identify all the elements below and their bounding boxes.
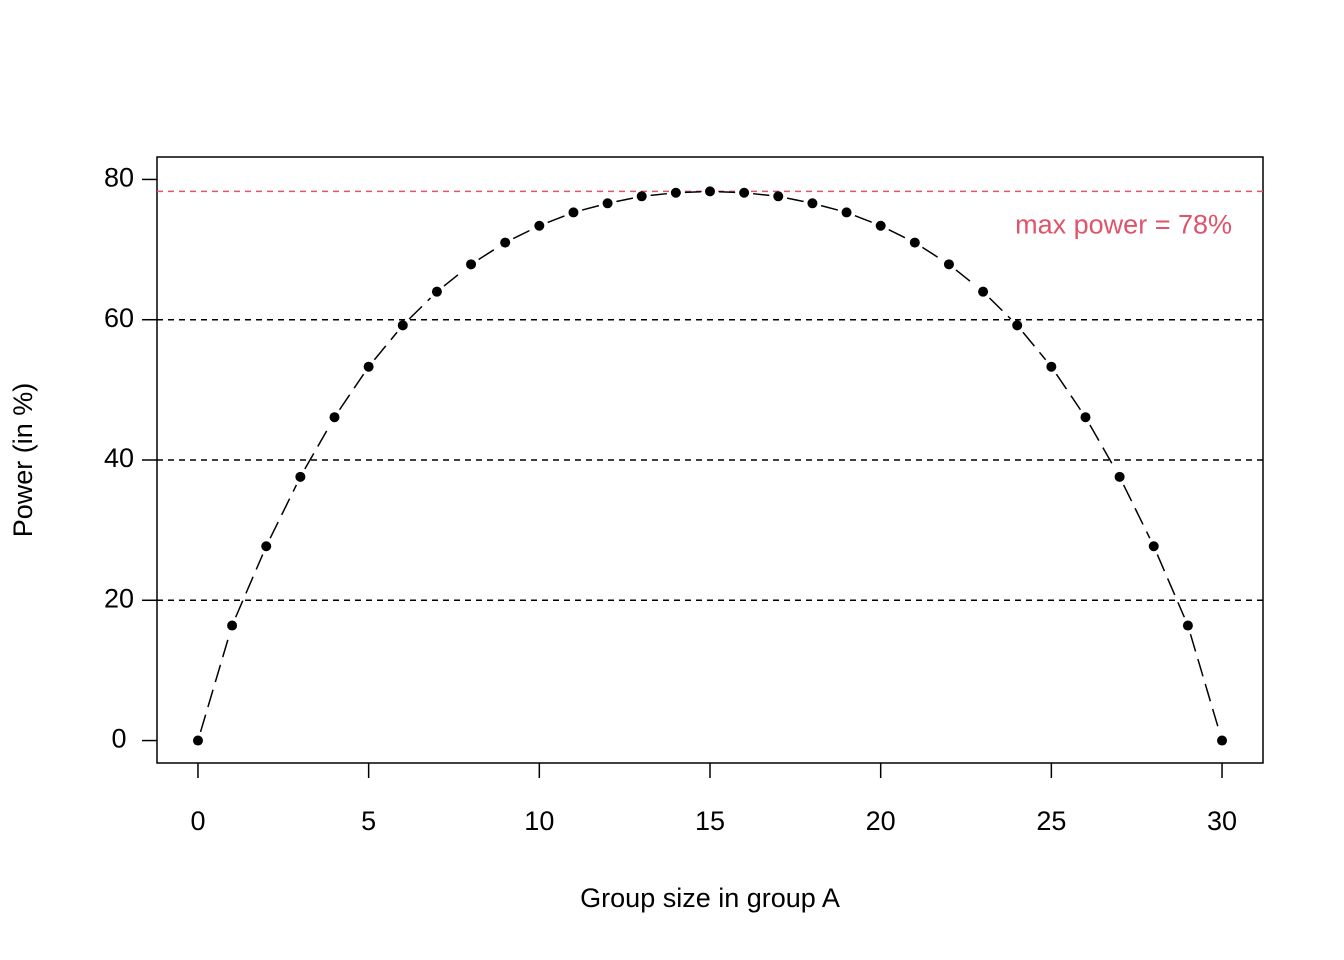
x-tick-label: 5 (361, 806, 376, 836)
line-segment (616, 197, 634, 203)
point (705, 186, 715, 197)
point (773, 191, 784, 202)
point (466, 259, 477, 270)
y-tick-label: 20 (104, 583, 134, 613)
line-segment (1189, 633, 1221, 733)
point (261, 541, 272, 552)
line-segment (199, 633, 231, 733)
line-segment (512, 229, 532, 240)
x-axis-title: Group size in group A (580, 883, 840, 913)
line-segment (408, 297, 432, 320)
y-tick-label: 80 (104, 163, 134, 193)
point (1012, 320, 1023, 331)
line-segment (269, 484, 298, 539)
line-segment (988, 297, 1012, 320)
x-tick-label: 25 (1036, 806, 1066, 836)
x-tick-label: 15 (695, 806, 725, 836)
line-segment (820, 204, 839, 211)
line-segment (854, 214, 873, 224)
point (295, 471, 306, 482)
x-tick-label: 30 (1207, 806, 1237, 836)
y-tick-label: 60 (104, 303, 134, 333)
x-tick-label: 20 (866, 806, 896, 836)
point (1114, 471, 1125, 482)
point (1080, 412, 1091, 423)
line-segment (478, 246, 498, 261)
line-segment (1089, 424, 1116, 470)
y-tick-label: 40 (104, 443, 134, 473)
line-segment (547, 214, 566, 224)
line-segment (338, 373, 365, 411)
point (909, 237, 920, 248)
line-segment (922, 246, 942, 261)
line-segment (1055, 373, 1082, 411)
x-tick-label: 10 (524, 806, 554, 836)
point (841, 207, 852, 218)
point (670, 187, 681, 198)
point (568, 207, 579, 218)
line-segment (373, 331, 398, 361)
line-segment (234, 554, 264, 618)
line-segment (955, 269, 977, 287)
y-axis-title: Power (in %) (8, 383, 38, 538)
line-segment (650, 192, 667, 197)
point (739, 187, 750, 198)
point (227, 620, 238, 631)
point (329, 412, 340, 423)
point (534, 220, 545, 231)
line-segment (753, 192, 770, 197)
line-segment (786, 197, 804, 203)
line-segment (888, 229, 908, 240)
y-tick-label: 0 (111, 724, 126, 754)
point (192, 735, 203, 746)
point (1148, 541, 1159, 552)
point (1046, 361, 1057, 372)
line-segment (718, 190, 736, 194)
point (500, 237, 511, 248)
line-segment (443, 269, 465, 287)
line-segment (1156, 554, 1186, 618)
x-tick-label: 0 (190, 806, 205, 836)
point (1217, 735, 1228, 746)
annotation: max power = 78% (1015, 209, 1232, 239)
point (602, 198, 613, 209)
line-segment (581, 204, 600, 211)
point (807, 198, 818, 209)
line-segment (684, 190, 702, 194)
point (943, 259, 954, 270)
line-segment (304, 424, 331, 470)
point (978, 286, 989, 297)
point (1182, 620, 1193, 631)
point (363, 361, 374, 372)
line-segment (1122, 484, 1151, 539)
point (875, 220, 886, 231)
point (397, 320, 408, 331)
point (431, 286, 442, 297)
point (636, 191, 647, 202)
line-segment (1022, 331, 1047, 361)
